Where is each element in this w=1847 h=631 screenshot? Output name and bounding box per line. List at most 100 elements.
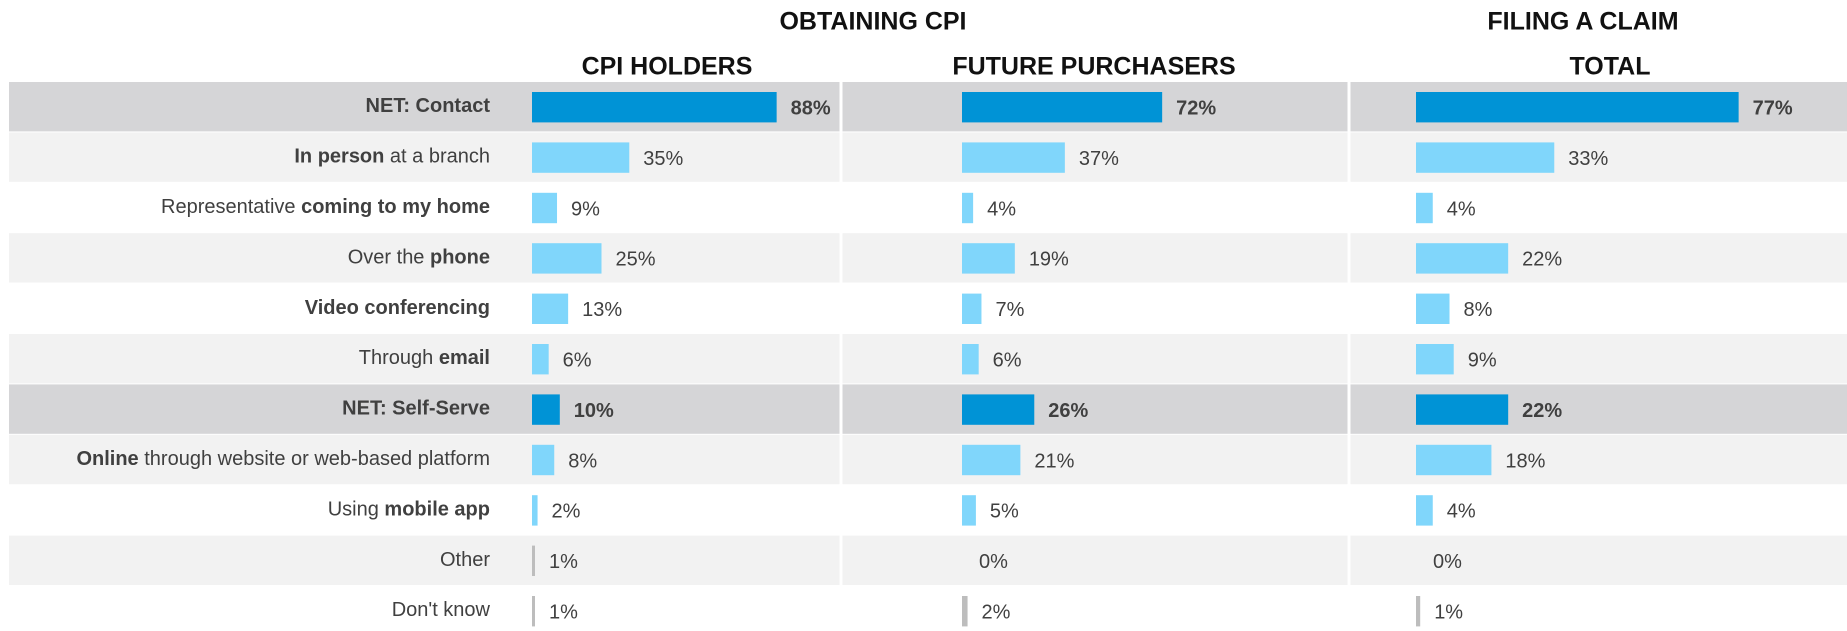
bar [1416, 142, 1555, 173]
row-label-part: Through [359, 347, 439, 369]
bar [1416, 344, 1454, 375]
row-label: Representative coming to my home [161, 196, 490, 218]
bar [532, 344, 549, 375]
bar [532, 495, 538, 526]
bar [1416, 495, 1433, 526]
bar [1416, 92, 1739, 123]
bar [962, 142, 1065, 173]
value-label: 2% [982, 601, 1011, 623]
value-label: 5% [990, 501, 1019, 523]
row-background [9, 485, 1847, 535]
bar [1416, 444, 1492, 476]
bar [532, 243, 602, 274]
bar [962, 444, 1021, 476]
bar [962, 243, 1015, 274]
value-label: 1% [549, 601, 578, 623]
row-background [9, 535, 1847, 585]
row-label-part: email [439, 347, 490, 369]
value-label: 88% [791, 97, 831, 119]
series-title: FUTURE PURCHASERS [952, 53, 1235, 81]
bar [1416, 394, 1509, 425]
value-label: 18% [1505, 450, 1545, 472]
row-background [9, 233, 1847, 283]
value-label: 37% [1079, 148, 1119, 170]
row-label-part: through website or web-based platform [139, 448, 490, 470]
value-label: 26% [1048, 400, 1088, 422]
value-label: 19% [1029, 249, 1069, 271]
value-label: 9% [571, 198, 600, 220]
row-label: Other [440, 549, 490, 571]
bar [532, 92, 777, 123]
row-label-part: coming to my home [301, 196, 490, 218]
row-background [9, 182, 1847, 233]
bar [532, 142, 630, 173]
series-title: TOTAL [1569, 53, 1650, 81]
value-label: 35% [643, 148, 683, 170]
value-label: 4% [1447, 198, 1476, 220]
bar [962, 192, 974, 224]
bar [1416, 192, 1433, 224]
row-label: Using mobile app [328, 499, 490, 521]
bar [532, 394, 560, 425]
row-label: Don't know [392, 599, 491, 621]
row-label-part: Using [328, 499, 385, 521]
row-label-part: NET: Contact [366, 95, 491, 117]
value-label: 10% [574, 400, 614, 422]
bar [1416, 243, 1509, 274]
bar [962, 394, 1035, 425]
row-label-part: Other [440, 549, 490, 571]
row-label-part: Don't know [392, 599, 491, 621]
bar [532, 444, 555, 476]
row-label-part: In person [294, 146, 384, 168]
series-title: CPI HOLDERS [582, 53, 753, 81]
value-label: 21% [1034, 450, 1074, 472]
value-label: 22% [1522, 400, 1562, 422]
row-label-part: Representative [161, 196, 301, 218]
row-label-part: Over the [348, 247, 430, 269]
bar [962, 344, 979, 375]
value-label: 8% [568, 450, 597, 472]
value-label: 22% [1522, 249, 1562, 271]
value-label: 4% [987, 198, 1016, 220]
value-label: 2% [552, 501, 581, 523]
value-label: 13% [582, 299, 622, 321]
value-label: 1% [549, 551, 578, 573]
value-label: 6% [563, 349, 592, 371]
row-label: Through email [359, 347, 490, 369]
row-background [9, 283, 1847, 333]
row-background [9, 384, 1847, 434]
value-label: 0% [1433, 551, 1462, 573]
row-background [9, 434, 1847, 485]
row-label: Video conferencing [305, 297, 490, 319]
bar [962, 596, 968, 627]
bar [532, 293, 569, 324]
bar [962, 293, 982, 324]
bar [1416, 293, 1450, 324]
row-label-part: phone [430, 247, 490, 269]
row-label-part: Online [76, 448, 138, 470]
bar [532, 545, 535, 576]
bar [532, 192, 558, 224]
bar [962, 92, 1163, 123]
row-label-part: NET: Self-Serve [342, 398, 490, 420]
value-label: 8% [1464, 299, 1493, 321]
value-label: 77% [1753, 97, 1793, 119]
value-label: 33% [1568, 148, 1608, 170]
bar [962, 495, 976, 526]
value-label: 1% [1434, 601, 1463, 623]
row-label-part: Video conferencing [305, 297, 490, 319]
value-label: 4% [1447, 501, 1476, 523]
value-label: 0% [979, 551, 1008, 573]
value-label: 72% [1176, 97, 1216, 119]
row-label: Online through website or web-based plat… [76, 448, 490, 470]
bar [1416, 596, 1421, 627]
value-label: 7% [995, 299, 1024, 321]
row-label: Over the phone [348, 247, 490, 269]
row-label-part: at a branch [384, 146, 490, 168]
row-label: NET: Contact [366, 95, 491, 117]
row-label: NET: Self-Serve [342, 398, 490, 420]
row-label: In person at a branch [294, 146, 490, 168]
group-title: FILING A CLAIM [1487, 8, 1678, 36]
row-background [9, 334, 1847, 384]
